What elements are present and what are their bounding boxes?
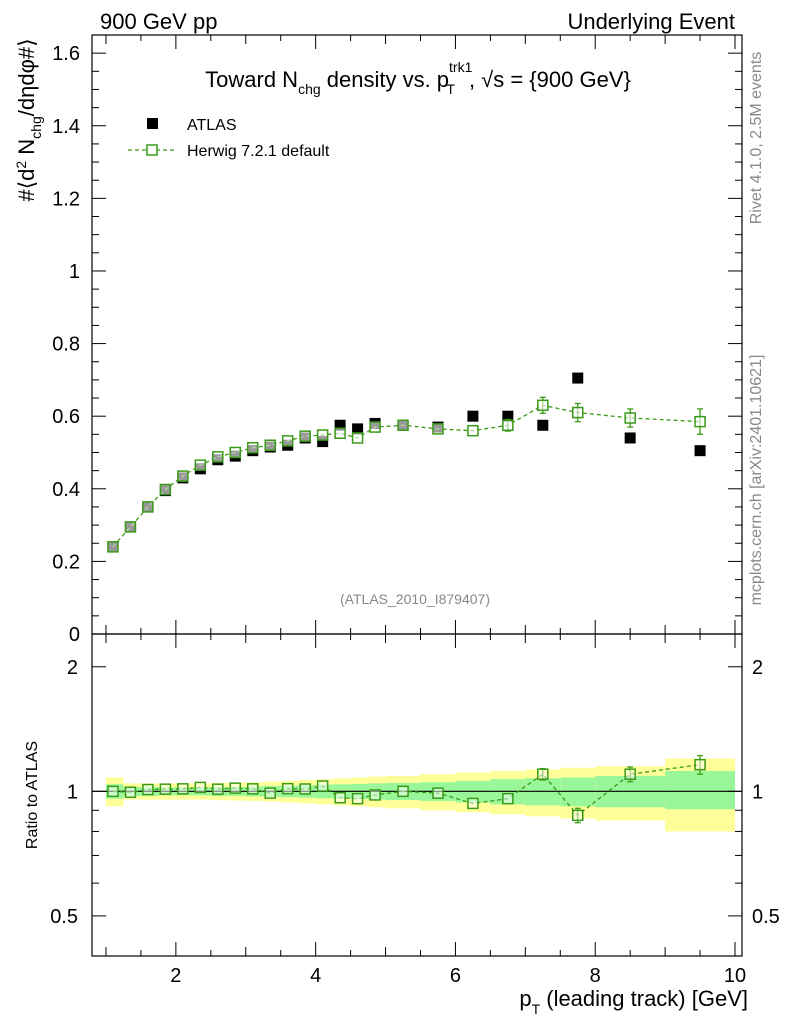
ratio-point xyxy=(467,797,479,810)
ratio-point xyxy=(194,781,207,794)
ratio-point xyxy=(397,785,409,798)
atlas-point xyxy=(694,445,706,457)
ratio-band-inner xyxy=(665,770,736,810)
ratio-point xyxy=(177,783,189,795)
herwig-point xyxy=(177,470,189,482)
herwig-point xyxy=(299,430,311,442)
legend: ATLAS Herwig 7.2.1 default xyxy=(128,117,330,160)
upper-y-tick-label: 0.4 xyxy=(52,479,80,501)
atlas-point xyxy=(572,372,584,384)
lower-ylabel: Ratio to ATLAS xyxy=(24,741,41,849)
x-tick-label: 4 xyxy=(310,965,321,987)
ratio-point xyxy=(624,768,636,780)
legend-label-atlas: ATLAS xyxy=(187,117,237,134)
ratio-point xyxy=(299,783,311,795)
x-axis-label: pT (leading track) [GeV] xyxy=(519,986,748,1017)
header-right: Underlying Event xyxy=(567,9,735,34)
herwig-point xyxy=(467,424,479,437)
upper-y-tick-label: 0.6 xyxy=(52,406,80,428)
herwig-point xyxy=(624,412,636,424)
ratio-point xyxy=(537,768,549,780)
ratio-point xyxy=(334,791,346,804)
ratio-point xyxy=(502,792,514,805)
herwig-point xyxy=(142,501,154,513)
ratio-line xyxy=(112,764,701,817)
atlas-point xyxy=(467,410,479,422)
herwig-point xyxy=(432,423,444,435)
header-left: 900 GeV pp xyxy=(100,9,217,34)
analysis-watermark: (ATLAS_2010_I879407) xyxy=(340,591,490,607)
herwig-point xyxy=(212,451,224,463)
legend-marker-atlas xyxy=(147,118,158,129)
ratio-point xyxy=(432,787,444,799)
ratio-point xyxy=(369,789,381,801)
ratio-point xyxy=(572,809,584,822)
rivet-label: Rivet 4.1.0, 2.5M events xyxy=(748,52,765,225)
chart-title: Toward Nchg density vs. ptrk1 T, √s = {90… xyxy=(205,59,631,97)
atlas-point xyxy=(502,410,514,422)
upper-y-tick-label: 1.2 xyxy=(52,188,80,210)
x-tick-label: 8 xyxy=(590,965,601,987)
ratio-point xyxy=(107,785,119,798)
atlas-point xyxy=(537,419,549,431)
lower-y-tick-label-right: 0.5 xyxy=(752,906,780,928)
ratio-point xyxy=(229,782,242,794)
herwig-line xyxy=(112,404,701,548)
herwig-point xyxy=(369,421,381,433)
ratio-point xyxy=(281,782,294,795)
herwig-point xyxy=(351,432,364,444)
herwig-point xyxy=(107,541,119,553)
x-tick-label: 2 xyxy=(170,965,181,987)
lower-frame xyxy=(91,633,743,957)
herwig-point xyxy=(229,446,242,459)
atlas-point xyxy=(352,423,364,435)
atlas-point xyxy=(624,432,636,444)
mcplots-label: mcplots.cern.ch [arXiv:2401.10621] xyxy=(748,355,765,606)
ratio-point xyxy=(694,758,706,771)
lower-y-tick-label-right: 2 xyxy=(752,657,763,679)
atlas-point xyxy=(317,436,329,448)
lower-y-tick-label-right: 1 xyxy=(752,781,763,803)
herwig-point xyxy=(334,427,346,439)
herwig-point xyxy=(159,483,172,496)
ratio-point xyxy=(247,783,259,795)
lower-y-tick-label: 0.5 xyxy=(50,906,78,928)
herwig-point xyxy=(316,429,329,441)
upper-y-tick-label: 1.6 xyxy=(52,43,80,65)
ratio-point xyxy=(212,783,224,795)
x-tick-label: 10 xyxy=(724,965,746,987)
lower-y-tick-label: 1 xyxy=(67,781,78,803)
herwig-point xyxy=(572,406,584,419)
x-tick-label: 6 xyxy=(450,965,461,987)
legend-marker-herwig xyxy=(146,144,158,156)
upper-y-tick-label: 0.2 xyxy=(52,551,80,573)
ratio-point xyxy=(159,783,172,795)
herwig-point xyxy=(502,419,514,432)
lower-y-tick-label: 2 xyxy=(67,657,78,679)
herwig-point xyxy=(124,521,137,533)
herwig-point xyxy=(397,419,409,432)
upper-y-tick-label: 0.8 xyxy=(52,334,80,356)
upper-y-tick-label: 0 xyxy=(69,624,80,646)
herwig-point xyxy=(537,399,549,412)
ratio-point xyxy=(316,780,329,792)
herwig-point xyxy=(247,442,259,454)
ratio-point xyxy=(124,786,137,798)
atlas-point xyxy=(334,419,346,431)
legend-label-herwig: Herwig 7.2.1 default xyxy=(187,143,330,160)
herwig-point xyxy=(281,435,294,447)
upper-y-tick-label: 1 xyxy=(69,261,80,283)
upper-ylabel: #⟨d2 Nchg/dηdφ#⟩ xyxy=(13,38,44,201)
herwig-point xyxy=(264,439,276,451)
upper-y-tick-label: 1.4 xyxy=(52,116,80,138)
ratio-point xyxy=(142,783,154,796)
ratio-point xyxy=(351,792,364,805)
ratio-point xyxy=(264,787,276,799)
herwig-point xyxy=(694,415,706,428)
herwig-point xyxy=(194,459,207,471)
